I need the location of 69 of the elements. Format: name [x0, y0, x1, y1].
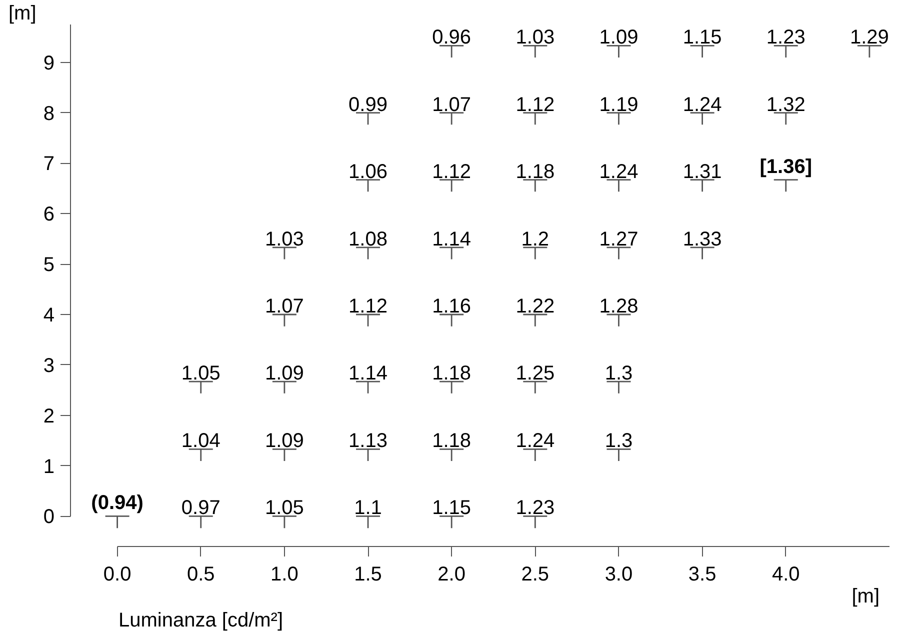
- x-tick-label: 1.0: [270, 564, 298, 586]
- annotation: 1.08: [348, 228, 388, 250]
- y-tick-label: 6: [43, 204, 54, 226]
- y-tick-label: 9: [43, 52, 54, 74]
- y-tick-label: 2: [43, 405, 54, 428]
- annotation: 1.14: [348, 362, 388, 385]
- annotation: 1.24: [516, 430, 555, 452]
- annotation: 1.05: [181, 362, 220, 385]
- y-axis-title: [m]: [8, 2, 36, 24]
- annotation: 1.12: [432, 160, 472, 183]
- annotation: 1.18: [432, 362, 472, 385]
- y-tick-label: 0: [43, 506, 54, 528]
- x-tick-label: 3.0: [604, 564, 633, 586]
- x-tick-label: 1.5: [354, 564, 382, 586]
- annotation: (0.94): [91, 492, 144, 514]
- annotation: 1.13: [348, 430, 388, 452]
- annotation: 1.09: [264, 362, 304, 385]
- annotation: 1.15: [682, 26, 722, 49]
- annotation: 1.25: [516, 362, 555, 385]
- annotation: 1.18: [516, 160, 555, 183]
- annotation: 1.28: [599, 296, 638, 318]
- y-tick-label: 5: [43, 254, 54, 276]
- annotation: 1.05: [264, 497, 304, 520]
- x-tick-label: 3.5: [688, 564, 716, 586]
- annotation: 1.09: [264, 430, 304, 452]
- annotation: 1.27: [599, 228, 638, 250]
- y-tick-label: 1: [43, 456, 54, 478]
- annotation: 1.3: [604, 430, 633, 452]
- annotation: 1.03: [264, 228, 304, 250]
- annotation: 1.31: [682, 160, 722, 183]
- annotation: 1.19: [599, 94, 638, 116]
- y-tick-label: 3: [43, 354, 54, 377]
- annotation: 1.06: [348, 160, 388, 183]
- annotation: 1.12: [516, 94, 555, 116]
- y-tick-label: 4: [43, 304, 54, 326]
- annotation: 1.09: [599, 26, 638, 49]
- annotation: 1.32: [766, 94, 806, 116]
- y-tick-label: 7: [43, 153, 54, 176]
- text: Luminanza [cd/m²]: [118, 610, 284, 632]
- annotation: [1.36]: [760, 156, 812, 178]
- annotation: 1.16: [432, 296, 472, 318]
- x-tick-label: 0.5: [186, 564, 215, 586]
- x-tick-label: 4.0: [772, 564, 800, 586]
- annotation: 1.07: [264, 296, 304, 318]
- annotation: 1.23: [766, 26, 806, 49]
- x-tick-label: 2.5: [521, 564, 550, 586]
- annotation: 1.24: [682, 94, 722, 116]
- annotation: 1.3: [604, 362, 633, 385]
- x-tick-label: 2.0: [438, 564, 466, 586]
- annotation: 1.23: [516, 497, 555, 520]
- annotation: 0.97: [181, 497, 220, 520]
- annotation: 1.2: [521, 228, 550, 250]
- annotation: 1.04: [181, 430, 220, 452]
- annotation: 1.29: [850, 26, 889, 49]
- x-tick-label: 0.0: [103, 564, 132, 586]
- annotation: 1.15: [432, 497, 472, 520]
- annotation: 0.96: [432, 26, 472, 49]
- annotation: 1.03: [516, 26, 555, 49]
- x-axis-title: [m]: [852, 586, 880, 608]
- annotation: 1.33: [682, 228, 722, 250]
- annotation: 1.22: [516, 296, 555, 318]
- annotation: 1.1: [354, 497, 382, 520]
- y-tick-label: 8: [43, 102, 54, 125]
- annotation: 0.99: [348, 94, 388, 116]
- annotation: 1.14: [432, 228, 472, 250]
- annotation: 1.24: [599, 160, 638, 183]
- annotation: 1.07: [432, 94, 472, 116]
- annotation: 1.18: [432, 430, 472, 452]
- annotation: 1.12: [348, 296, 388, 318]
